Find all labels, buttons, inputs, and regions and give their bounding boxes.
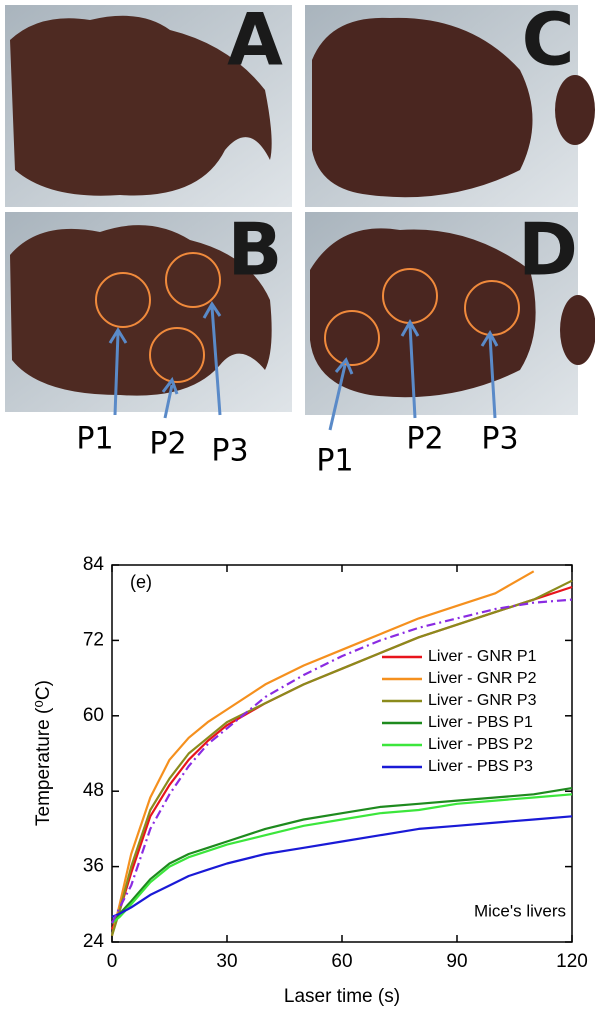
legend-label: Liver - PBS P3	[428, 758, 533, 775]
series-line	[111, 815, 573, 918]
point-label: P2	[406, 422, 443, 457]
legend-label: Liver - PBS P2	[428, 736, 533, 753]
y-tick-label: 48	[83, 780, 104, 801]
liver	[10, 15, 272, 196]
point-label: P2	[149, 427, 186, 462]
x-axis-label: Laser time (s)	[284, 986, 400, 1007]
plot-frame	[111, 564, 573, 943]
liver	[10, 225, 272, 396]
panel-label: C	[522, 0, 575, 82]
liver	[560, 295, 595, 365]
legend-label: Liver - PBS P1	[428, 714, 533, 731]
arrows	[108, 301, 499, 431]
series-line	[110, 570, 535, 936]
legend-label: Liver - GNR P1	[428, 648, 537, 665]
y-tick-label: 72	[83, 629, 104, 650]
chart-title: (e)	[130, 572, 152, 592]
liver	[310, 228, 536, 398]
x-tick-label: 90	[446, 951, 467, 972]
legend-label: Liver - GNR P2	[428, 670, 537, 687]
point-label: P1	[316, 444, 353, 479]
legend-label: Liver - GNR P3	[428, 692, 537, 709]
annotation: Mice's livers	[474, 901, 566, 920]
photos: A B C D P1 P2 P3 P1 P2 P3	[5, 0, 595, 479]
point-label: P1	[76, 422, 113, 457]
series-line	[111, 787, 573, 924]
y-tick-label: 36	[83, 856, 104, 877]
panel-label: A	[227, 0, 283, 82]
panel-label: B	[228, 208, 283, 292]
panel-label: D	[518, 208, 578, 292]
y-tick-label: 60	[83, 705, 104, 726]
liver	[555, 75, 595, 145]
y-axis-label: Temperature (⁰C)	[33, 680, 54, 826]
y-tick-label: 24	[83, 931, 105, 952]
y-tick-label: 84	[83, 554, 105, 575]
x-tick-label: 0	[107, 951, 118, 972]
x-tick-label: 120	[556, 951, 588, 972]
liver	[312, 17, 533, 198]
point-label: P3	[211, 434, 248, 469]
x-tick-label: 60	[331, 951, 352, 972]
series-line	[110, 579, 573, 937]
series-line	[111, 793, 573, 924]
x-tick-label: 30	[216, 951, 237, 972]
series-line	[111, 598, 573, 924]
point-label: P3	[481, 422, 518, 457]
